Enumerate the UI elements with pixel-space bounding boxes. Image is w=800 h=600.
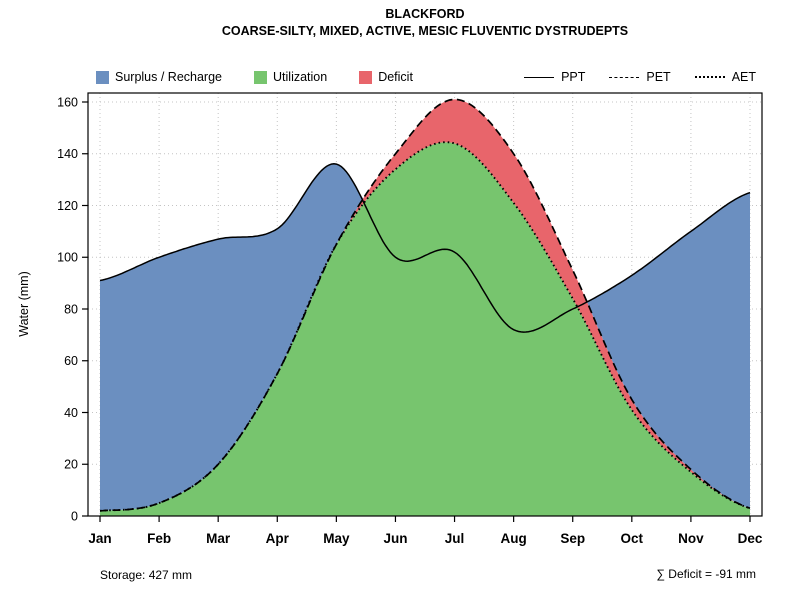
legend-line-group: PPT PET AET xyxy=(524,70,756,84)
y-tick-label: 20 xyxy=(64,458,78,472)
deficit-label: Deficit xyxy=(378,70,413,84)
x-tick-label: Jun xyxy=(383,531,407,546)
legend-area-group: Surplus / Recharge Utilization Deficit xyxy=(96,70,413,84)
y-tick-label: 100 xyxy=(57,251,78,265)
legend-item-deficit: Deficit xyxy=(359,70,413,84)
surplus-swatch xyxy=(96,70,109,84)
x-tick-label: May xyxy=(323,531,350,546)
x-tick-label: Oct xyxy=(621,531,644,546)
y-tick-label: 60 xyxy=(64,354,78,368)
legend-item-ppt: PPT xyxy=(524,70,585,84)
series-lines xyxy=(99,98,751,512)
ppt-label: PPT xyxy=(561,70,586,84)
utilization-swatch xyxy=(254,70,268,84)
chart-titles: BLACKFORD COARSE-SILTY, MIXED, ACTIVE, M… xyxy=(88,7,762,38)
pet-label: PET xyxy=(646,70,671,84)
legend-item-aet: AET xyxy=(694,70,756,84)
x-tick-label: Jan xyxy=(88,531,111,546)
aet-label: AET xyxy=(731,70,756,84)
chart-subtitle: COARSE-SILTY, MIXED, ACTIVE, MESIC FLUVE… xyxy=(221,24,629,38)
utilization-area xyxy=(100,142,750,516)
y-tick-label: 120 xyxy=(57,199,78,213)
y-tick-label: 80 xyxy=(64,302,78,316)
chart-title: BLACKFORD xyxy=(385,7,465,21)
y-tick-label: 140 xyxy=(57,147,78,161)
x-tick-label: Nov xyxy=(678,531,704,546)
y-axis-label: Water (mm) xyxy=(17,271,31,337)
x-tick-label: Dec xyxy=(738,531,763,546)
y-tick-label: 0 xyxy=(71,509,78,523)
pet-line-sample-icon xyxy=(609,76,640,78)
legend-item-pet: PET xyxy=(609,70,671,84)
x-tick-label: Aug xyxy=(501,531,527,546)
x-tick-label: Sep xyxy=(560,531,585,546)
utilization-label: Utilization xyxy=(273,70,328,84)
legend-item-surplus: Surplus / Recharge xyxy=(96,70,222,84)
deficit-annotation: ∑ Deficit = -91 mm xyxy=(656,567,756,581)
storage-annotation: Storage: 427 mm xyxy=(100,568,193,582)
x-tick-label: Mar xyxy=(206,531,231,546)
x-tick-label: Feb xyxy=(147,531,171,546)
legend-item-utilization: Utilization xyxy=(254,70,327,84)
ppt-line xyxy=(99,163,751,333)
y-tick-label: 160 xyxy=(57,95,78,109)
aet-line-sample-icon xyxy=(694,76,725,78)
x-tick-label: Jul xyxy=(445,531,465,546)
plot-frame xyxy=(87,92,763,517)
axes: 0 20 40 60 80 100 120 140 160 Jan Feb Mar Apr May Jun J… xyxy=(57,92,763,546)
y-tick-label: 40 xyxy=(64,406,78,420)
areas xyxy=(100,99,750,516)
chart-legend: Surplus / Recharge Utilization Deficit P… xyxy=(96,70,756,84)
ppt-line-sample-icon xyxy=(524,76,555,78)
surplus-area xyxy=(100,99,750,511)
pet-line xyxy=(99,98,751,512)
x-tick-label: Apr xyxy=(266,531,290,546)
surplus-label: Surplus / Recharge xyxy=(115,70,223,84)
deficit-swatch xyxy=(359,70,373,84)
